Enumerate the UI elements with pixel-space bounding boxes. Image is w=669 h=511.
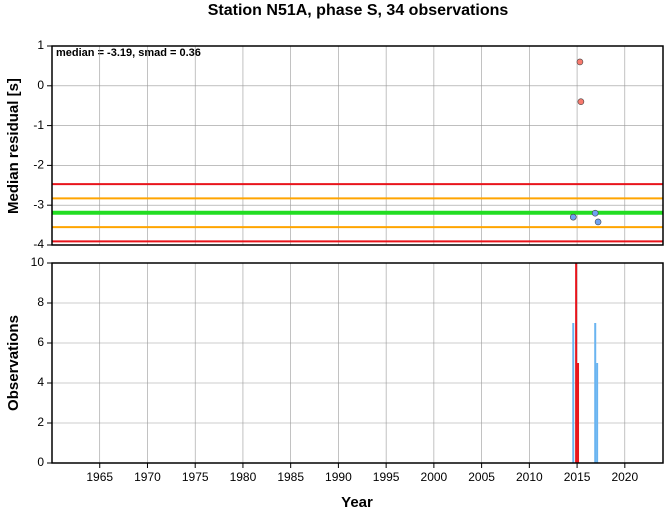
y-tick-label: -1 (33, 118, 44, 132)
x-tick-label: 1995 (373, 470, 400, 484)
x-tick-label: 1975 (182, 470, 209, 484)
y-axis-label: Observations (5, 315, 22, 411)
point (594, 218, 602, 226)
y-tick-label: 0 (37, 455, 44, 469)
x-tick-label: 2020 (611, 470, 638, 484)
y-axis-label: Median residual [s] (5, 78, 22, 214)
y-tick-label: -4 (33, 237, 44, 251)
x-tick-label: 1980 (230, 470, 257, 484)
x-tick-label: 2000 (421, 470, 448, 484)
y-tick-label: 4 (37, 375, 44, 389)
x-tick-label: 2010 (516, 470, 543, 484)
chart-title: Station N51A, phase S, 34 observations (208, 2, 509, 19)
x-tick-label: 2005 (468, 470, 495, 484)
point (576, 58, 584, 66)
y-tick-label: 10 (31, 255, 45, 269)
annotation: median = -3.19, smad = 0.36 (56, 47, 201, 59)
x-axis-label: Year (341, 494, 373, 511)
plot-frame (51, 262, 664, 464)
plot-frame (51, 45, 664, 246)
x-tick-label: 1965 (86, 470, 113, 484)
x-tick-label: 1970 (134, 470, 161, 484)
y-tick-label: 8 (37, 295, 44, 309)
y-tick-label: -2 (33, 158, 44, 172)
x-tick-label: 1985 (277, 470, 304, 484)
y-tick-label: -3 (33, 197, 44, 211)
point (569, 213, 577, 221)
point (591, 209, 599, 217)
y-tick-label: 0 (37, 78, 44, 92)
y-tick-label: 6 (37, 335, 44, 349)
x-tick-label: 2015 (564, 470, 591, 484)
y-tick-label: 2 (37, 415, 44, 429)
y-tick-label: 1 (37, 38, 44, 52)
x-tick-label: 1990 (325, 470, 352, 484)
point (577, 98, 585, 106)
